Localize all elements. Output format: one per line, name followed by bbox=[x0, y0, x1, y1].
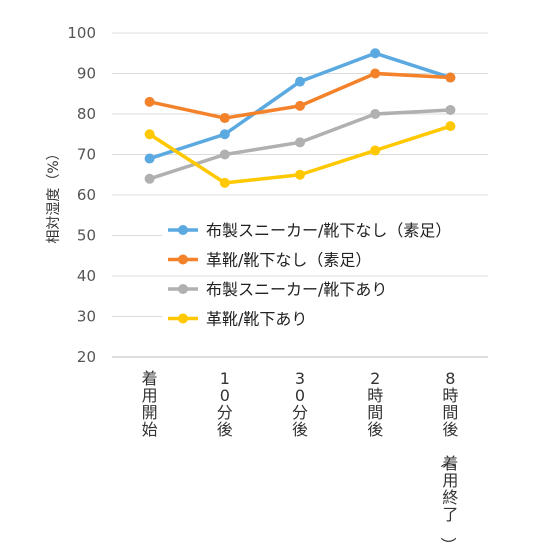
data-point bbox=[219, 129, 230, 140]
data-point bbox=[370, 68, 381, 79]
data-point bbox=[370, 48, 381, 59]
y-tick-label: 70 bbox=[77, 146, 96, 164]
data-point bbox=[295, 76, 305, 87]
y-tick-label: 90 bbox=[77, 65, 96, 83]
x-axis-categories: 着用開始 1 0 分後 3 0 分後 2 時間後 8 時間後（着用終了） bbox=[142, 369, 459, 550]
data-point bbox=[144, 173, 155, 184]
data-point bbox=[370, 145, 381, 156]
y-tick-label: 50 bbox=[77, 227, 96, 245]
y-axis-label: 相対湿度（%） bbox=[46, 146, 62, 243]
y-tick-label: 20 bbox=[77, 348, 96, 366]
data-point bbox=[219, 149, 230, 160]
legend-label: 布製スニーカー/靴下あり bbox=[206, 280, 387, 299]
data-point bbox=[295, 100, 305, 111]
x-category-label: 着用開始 bbox=[142, 369, 158, 439]
data-point bbox=[295, 137, 305, 148]
x-category-label: 3 0 分後 bbox=[292, 369, 308, 439]
x-category-label: 2 時間後 bbox=[367, 369, 383, 439]
legend-swatch-marker bbox=[178, 313, 188, 324]
legend: 布製スニーカー/靴下なし（素足） 革靴/靴下なし（素足） 布製スニーカー/靴下あり革… bbox=[162, 218, 492, 331]
legend-swatch-marker bbox=[178, 225, 188, 235]
legend-swatch-marker bbox=[178, 254, 188, 265]
legend-item-bg bbox=[162, 306, 492, 331]
legend-label: 革靴/靴下あり bbox=[206, 310, 307, 329]
data-point bbox=[370, 109, 381, 119]
data-point bbox=[219, 177, 230, 188]
x-category-label: 1 0 分後 bbox=[217, 369, 233, 439]
y-axis-label-text: 相対湿度（%） bbox=[46, 146, 62, 243]
data-point bbox=[144, 153, 155, 164]
legend-item-bg bbox=[162, 218, 492, 242]
y-tick-label: 80 bbox=[77, 105, 96, 123]
y-tick-label: 60 bbox=[77, 186, 96, 204]
legend-item-bg bbox=[162, 247, 492, 272]
legend-label: 革靴/靴下なし（素足） bbox=[206, 251, 371, 270]
y-axis-ticks: 20 30 40 50 60 70 80 90 100 bbox=[67, 24, 96, 366]
series bbox=[144, 48, 456, 188]
y-tick-label: 100 bbox=[67, 24, 96, 42]
data-point bbox=[219, 113, 230, 124]
data-point bbox=[144, 96, 155, 107]
legend-item-bg bbox=[162, 277, 492, 301]
y-tick-label: 30 bbox=[77, 308, 96, 326]
data-point bbox=[445, 104, 456, 115]
legend-swatch-marker bbox=[178, 284, 188, 294]
data-point bbox=[445, 72, 456, 83]
x-category-label: 8 時間後（着用終了） bbox=[438, 369, 458, 550]
data-point bbox=[144, 129, 155, 140]
y-tick-label: 40 bbox=[77, 267, 96, 285]
data-point bbox=[295, 169, 305, 180]
data-point bbox=[445, 121, 456, 132]
legend-label: 布製スニーカー/靴下なし（素足） bbox=[206, 221, 451, 240]
